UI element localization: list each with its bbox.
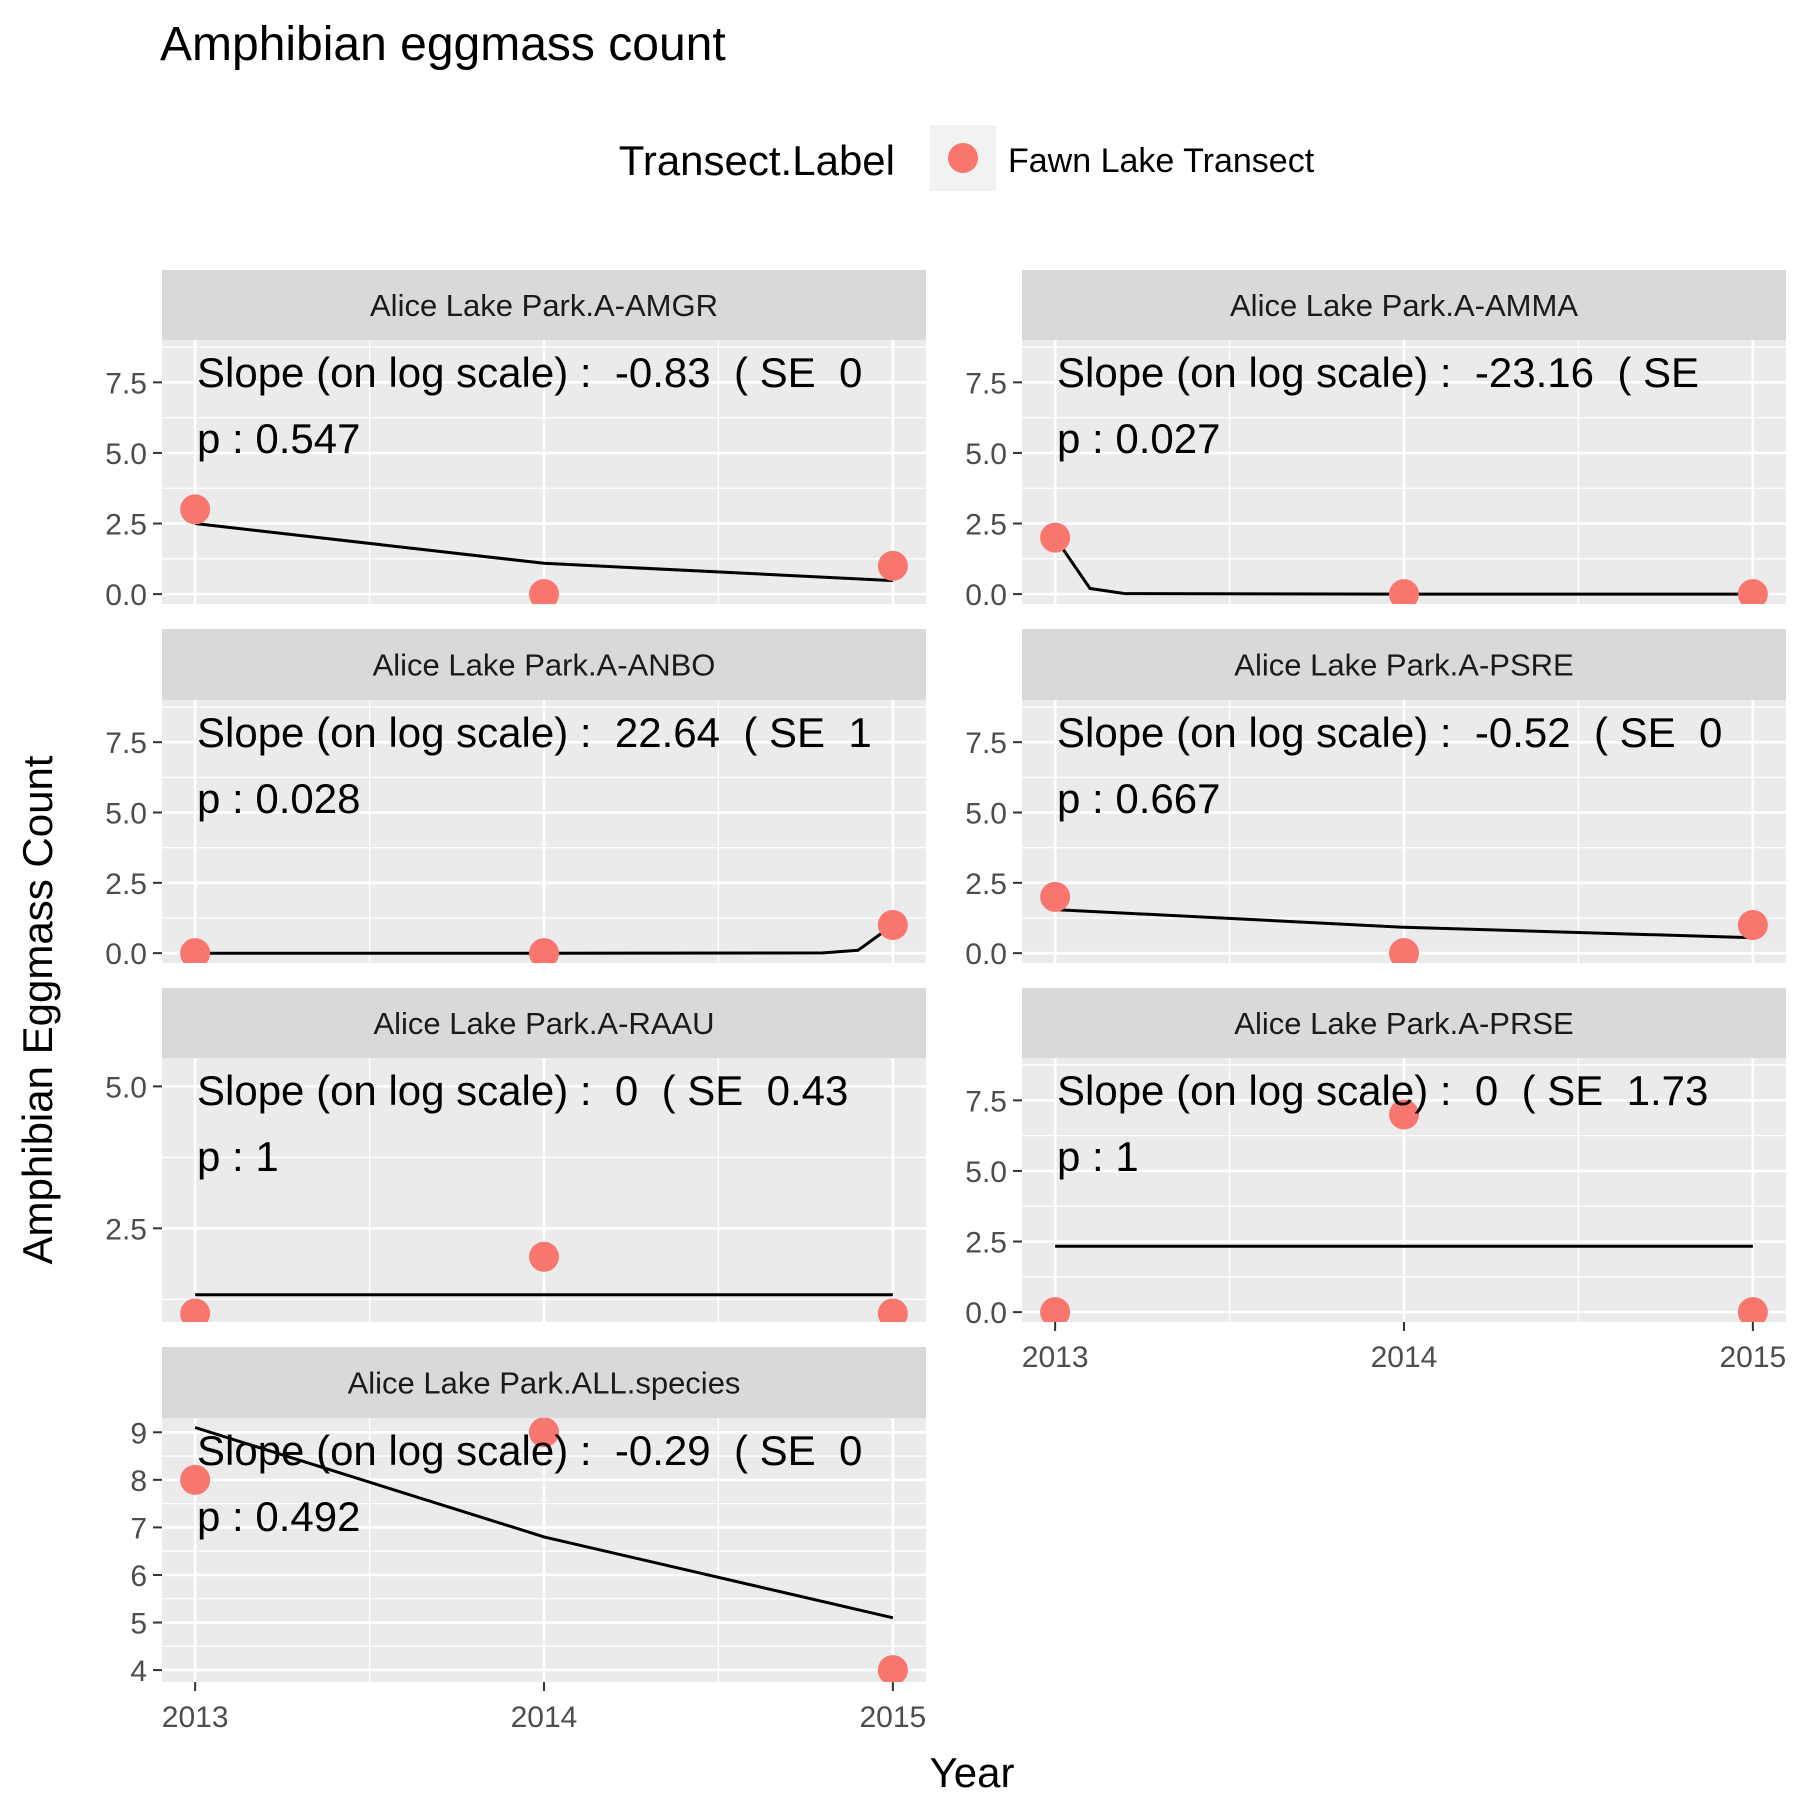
p-value-annotation: p : 0.028 <box>197 775 360 822</box>
data-point <box>1389 938 1419 968</box>
legend: Transect.Label Fawn Lake Transect <box>619 125 1315 191</box>
slope-annotation: Slope (on log scale) : -0.83 ( SE 0 <box>197 349 862 396</box>
y-tick-label: 5.0 <box>965 438 1007 471</box>
y-tick-label: 2.5 <box>105 509 147 542</box>
slope-annotation: Slope (on log scale) : -0.52 ( SE 0 <box>1057 709 1722 756</box>
facet-strip-label: Alice Lake Park.A-PRSE <box>1234 1006 1573 1041</box>
p-value-annotation: p : 0.547 <box>197 415 360 462</box>
data-point <box>180 494 210 524</box>
y-tick-label: 0.0 <box>965 579 1007 612</box>
data-point <box>529 1242 559 1272</box>
data-point <box>878 910 908 940</box>
data-point <box>1040 523 1070 553</box>
p-value-annotation: p : 0.027 <box>1057 415 1220 462</box>
y-axis-title: Amphibian Eggmass Count <box>14 755 61 1264</box>
facet-panel: Alice Lake Park.ALL.species 4 5 6 7 8 9 2013 201… <box>130 1347 926 1734</box>
chart-title: Amphibian eggmass count <box>160 18 726 71</box>
y-tick-label: 0.0 <box>105 938 147 971</box>
y-tick-label: 2.5 <box>965 509 1007 542</box>
x-axis-title: Year <box>930 1749 1015 1796</box>
slope-annotation: Slope (on log scale) : 0 ( SE 0.43 <box>197 1067 848 1114</box>
legend-title: Transect.Label <box>619 137 895 184</box>
facet-strip-label: Alice Lake Park.A-ANBO <box>373 648 716 683</box>
data-point <box>1389 579 1419 609</box>
p-value-annotation: p : 1 <box>1057 1133 1139 1180</box>
y-tick-label: 0.0 <box>105 579 147 612</box>
facet-panel: Alice Lake Park.A-PRSE 0.0 2.5 5.0 7.5 2013 20… <box>965 988 1786 1374</box>
y-tick-label: 2.5 <box>965 1227 1007 1260</box>
legend-point-icon <box>948 143 978 173</box>
data-point <box>180 938 210 968</box>
facet-strip-label: Alice Lake Park.A-AMGR <box>370 288 718 323</box>
facet-strip-label: Alice Lake Park.A-RAAU <box>373 1006 714 1041</box>
x-tick-label: 2014 <box>511 1701 578 1734</box>
y-tick-label: 5.0 <box>965 1156 1007 1189</box>
p-value-annotation: p : 1 <box>197 1133 279 1180</box>
y-tick-label: 0.0 <box>965 1297 1007 1330</box>
slope-annotation: Slope (on log scale) : -0.29 ( SE 0 <box>197 1427 862 1474</box>
x-tick-label: 2015 <box>1719 1341 1786 1374</box>
x-tick-label: 2014 <box>1371 1341 1438 1374</box>
y-tick-label: 7.5 <box>965 727 1007 760</box>
y-tick-label: 2.5 <box>105 1213 147 1246</box>
p-value-annotation: p : 0.667 <box>1057 775 1220 822</box>
y-tick-label: 5.0 <box>105 438 147 471</box>
x-tick-label: 2013 <box>1022 1341 1089 1374</box>
data-point <box>878 1655 908 1685</box>
data-point <box>529 579 559 609</box>
slope-annotation: Slope (on log scale) : 0 ( SE 1.73 <box>1057 1067 1708 1114</box>
data-point <box>1738 910 1768 940</box>
facet-strip-label: Alice Lake Park.A-AMMA <box>1230 288 1578 323</box>
y-tick-label: 5.0 <box>965 798 1007 831</box>
slope-annotation: Slope (on log scale) : 22.64 ( SE 1 <box>197 709 872 756</box>
p-value-annotation: p : 0.492 <box>197 1493 360 1540</box>
y-tick-label: 7.5 <box>965 1085 1007 1118</box>
data-point <box>878 551 908 581</box>
x-tick-label: 2015 <box>859 1701 926 1734</box>
y-tick-label: 7 <box>130 1512 147 1545</box>
y-tick-label: 6 <box>130 1560 147 1593</box>
data-point <box>1040 882 1070 912</box>
y-tick-label: 7.5 <box>965 367 1007 400</box>
facet-panel: Alice Lake Park.A-AMMA 0.0 2.5 5.0 7.5 Slope … <box>965 270 1786 612</box>
facet-strip-label: Alice Lake Park.A-PSRE <box>1234 648 1573 683</box>
legend-entry-label: Fawn Lake Transect <box>1008 142 1315 180</box>
y-tick-label: 5 <box>130 1608 147 1641</box>
y-tick-label: 9 <box>130 1417 147 1450</box>
x-tick-label: 2013 <box>162 1701 229 1734</box>
facet-panel: Alice Lake Park.A-AMGR 0.0 2.5 5.0 7.5 Slope … <box>105 270 926 612</box>
slope-annotation: Slope (on log scale) : -23.16 ( SE <box>1057 349 1699 396</box>
facet-strip-label: Alice Lake Park.ALL.species <box>348 1366 741 1401</box>
y-tick-label: 0.0 <box>965 938 1007 971</box>
y-tick-label: 8 <box>130 1465 147 1498</box>
y-tick-label: 7.5 <box>105 727 147 760</box>
facet-panel: Alice Lake Park.A-ANBO 0.0 2.5 5.0 7.5 Slope … <box>105 629 926 971</box>
y-tick-label: 2.5 <box>965 868 1007 901</box>
y-tick-label: 2.5 <box>105 868 147 901</box>
y-tick-label: 4 <box>130 1655 147 1688</box>
facet-panel: Alice Lake Park.A-PSRE 0.0 2.5 5.0 7.5 Slope … <box>965 629 1786 971</box>
data-point <box>529 938 559 968</box>
data-point <box>878 1298 908 1328</box>
facet-panel: Alice Lake Park.A-RAAU 2.5 5.0 Slope (on lo… <box>105 988 926 1328</box>
data-point <box>1738 579 1768 609</box>
y-tick-label: 5.0 <box>105 798 147 831</box>
data-point <box>180 1298 210 1328</box>
y-tick-label: 7.5 <box>105 367 147 400</box>
y-tick-label: 5.0 <box>105 1071 147 1104</box>
